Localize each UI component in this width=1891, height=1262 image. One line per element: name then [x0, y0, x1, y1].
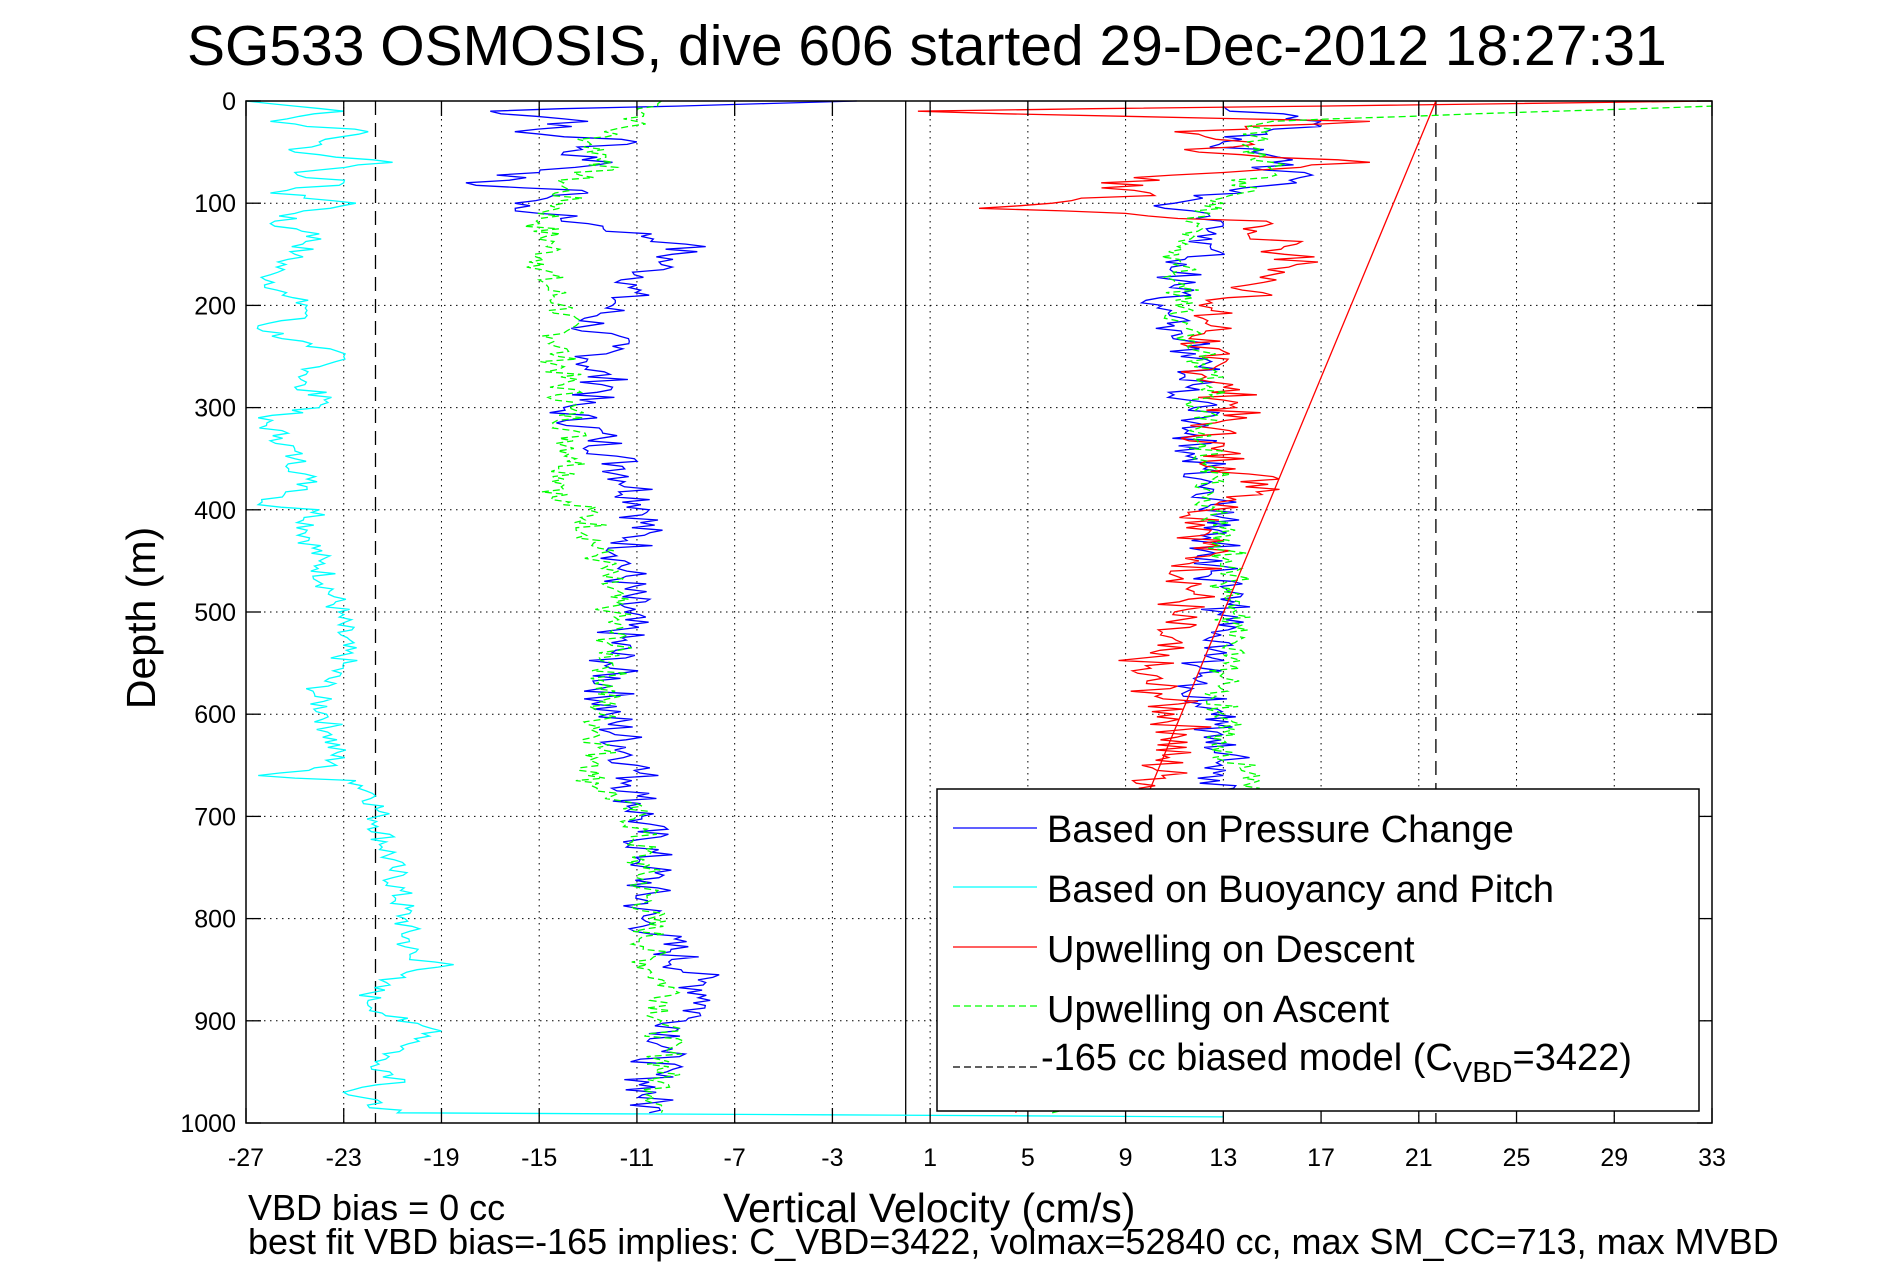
y-tick-label: 400 — [194, 497, 236, 525]
x-tick-label: -27 — [228, 1144, 264, 1172]
x-tick-label: 33 — [1698, 1144, 1726, 1172]
y-axis-label: Depth (m) — [118, 527, 164, 709]
series-upwelling-ascent-ascent-leg — [1052, 105, 1713, 1114]
x-tick-label: -19 — [423, 1144, 459, 1172]
legend-label-model: -165 cc biased model (CVBD=3422) — [1041, 1037, 1632, 1089]
legend-label-ascent: Upwelling on Ascent — [1047, 989, 1390, 1031]
legend-label-pressure: Based on Pressure Change — [1047, 809, 1514, 851]
y-tick-label: 200 — [194, 292, 236, 320]
x-tick-label: 5 — [1021, 1144, 1035, 1172]
x-tick-label: 13 — [1209, 1144, 1237, 1172]
x-tick-label: 9 — [1119, 1144, 1133, 1172]
best-fit-note: best fit VBD bias=-165 implies: C_VBD=34… — [248, 1221, 1779, 1262]
y-tick-label: 100 — [194, 190, 236, 218]
x-tick-label: -23 — [326, 1144, 362, 1172]
x-tick-label: 21 — [1405, 1144, 1433, 1172]
y-tick-label: 900 — [194, 1008, 236, 1036]
x-tick-labels: -27 -23 -19 -15 -11 -7 -3 1 5 9 13 17 21 25 29 33 — [228, 1144, 1726, 1172]
legend-box — [936, 788, 1700, 1112]
legend-model-main: -165 cc biased model (C — [1041, 1037, 1453, 1079]
y-tick-label: 300 — [194, 395, 236, 423]
y-tick-label: 500 — [194, 599, 236, 627]
y-tick-label: 1000 — [180, 1110, 236, 1138]
series-upwelling-on-descent-descent-leg- — [917, 100, 1713, 818]
chart-title: SG533 OSMOSIS, dive 606 started 29-Dec-2… — [187, 14, 1667, 78]
x-tick-label: -11 — [620, 1144, 654, 1172]
x-tick-label: -3 — [821, 1144, 843, 1172]
legend-model-tail: =3422) — [1513, 1037, 1632, 1079]
legend: Based on Pressure Change Based on Buoyan… — [936, 788, 1700, 1112]
series-based-on-pressure-change-descent- — [465, 100, 857, 1114]
y-tick-label: 600 — [194, 701, 236, 729]
series-based-on-buoyancy-and-pitch — [245, 100, 1224, 1118]
x-tick-label: 29 — [1600, 1144, 1628, 1172]
y-tick-label: 0 — [222, 88, 236, 116]
legend-model-subscript: VBD — [1453, 1057, 1513, 1089]
vbd-bias-note: VBD bias = 0 cc — [248, 1187, 505, 1228]
x-tick-label: 17 — [1307, 1144, 1335, 1172]
x-tick-label: 25 — [1503, 1144, 1531, 1172]
x-tick-label: 1 — [923, 1144, 937, 1172]
y-tick-labels: 0 100 200 300 400 500 600 700 800 900 1000 — [180, 88, 236, 1138]
y-tick-label: 800 — [194, 906, 236, 934]
y-tick-label: 700 — [194, 803, 236, 831]
x-tick-label: -7 — [724, 1144, 746, 1172]
x-tick-label: -15 — [521, 1144, 557, 1172]
legend-label-buoyancy: Based on Buoyancy and Pitch — [1047, 869, 1554, 911]
x-axis-label: Vertical Velocity (cm/s) — [723, 1185, 1135, 1231]
plot-area-border — [245, 100, 1713, 1124]
series-upwelling-ascent-descent-leg — [524, 100, 686, 1114]
reference-lines — [374, 101, 1437, 1123]
legend-label-descent: Upwelling on Descent — [1047, 929, 1415, 971]
